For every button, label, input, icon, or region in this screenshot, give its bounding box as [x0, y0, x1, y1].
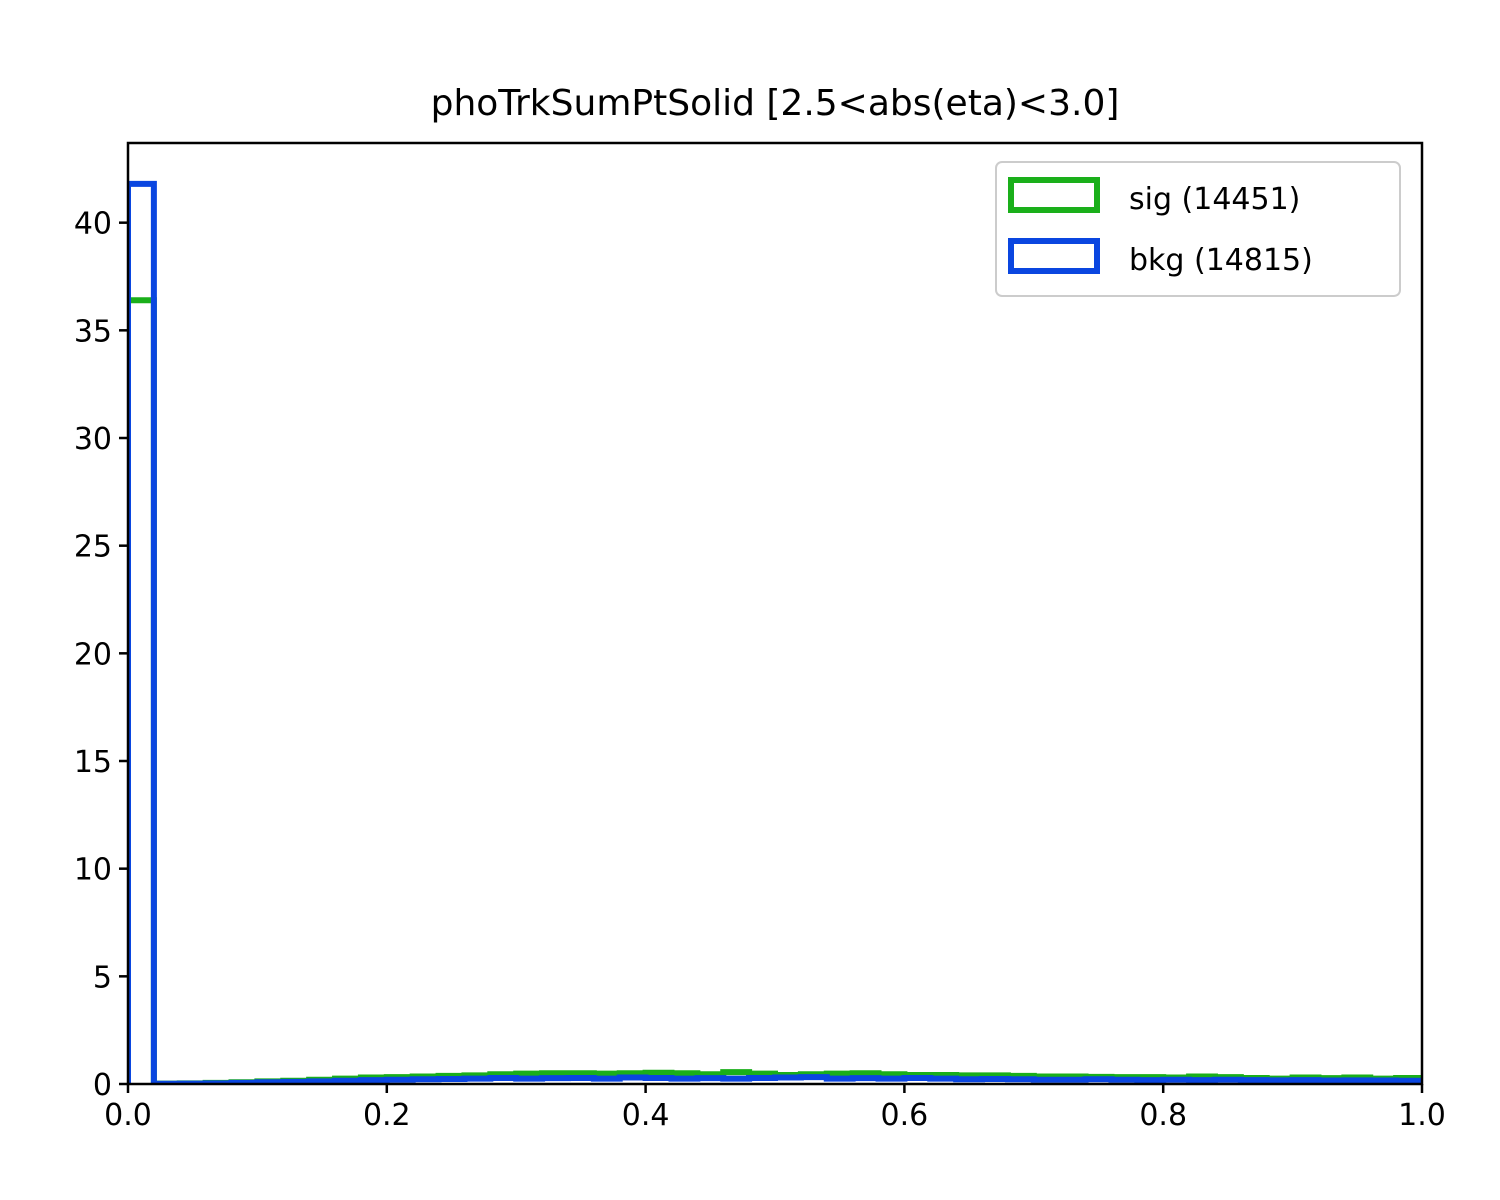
legend-label-sig: sig (14451) [1129, 182, 1300, 217]
x-tick-label: 0.4 [622, 1098, 670, 1133]
plot-frame [126, 141, 1424, 1086]
y-tick-label: 40 [74, 207, 112, 242]
y-axis: 0 5 10 15 20 25 30 35 40 [74, 207, 128, 1103]
legend-swatch-sig [1008, 177, 1100, 213]
y-tick-label: 25 [74, 530, 112, 565]
y-tick-label: 30 [74, 422, 112, 457]
x-tick-label: 0.0 [104, 1098, 152, 1133]
y-tick-label: 5 [93, 960, 112, 995]
x-tick-label: 0.6 [881, 1098, 929, 1133]
x-tick-label: 1.0 [1398, 1098, 1446, 1133]
y-tick-label: 10 [74, 853, 112, 888]
y-tick-label: 0 [93, 1068, 112, 1103]
x-tick-label: 0.2 [363, 1098, 411, 1133]
y-tick-label: 35 [74, 314, 112, 349]
x-axis: 0.0 0.2 0.4 0.6 0.8 1.0 [104, 1084, 1446, 1133]
y-tick-label: 20 [74, 637, 112, 672]
series-bkg-step [128, 180, 1422, 1084]
x-tick-label: 0.8 [1139, 1098, 1187, 1133]
legend: sig (14451) bkg (14815) [995, 161, 1401, 297]
legend-swatch-bkg [1008, 238, 1100, 274]
series-layer [128, 180, 1422, 1084]
y-tick-label: 15 [74, 745, 112, 780]
legend-label-bkg: bkg (14815) [1129, 243, 1313, 278]
chart-title: phoTrkSumPtSolid [2.5<abs(eta)<3.0] [431, 83, 1120, 124]
